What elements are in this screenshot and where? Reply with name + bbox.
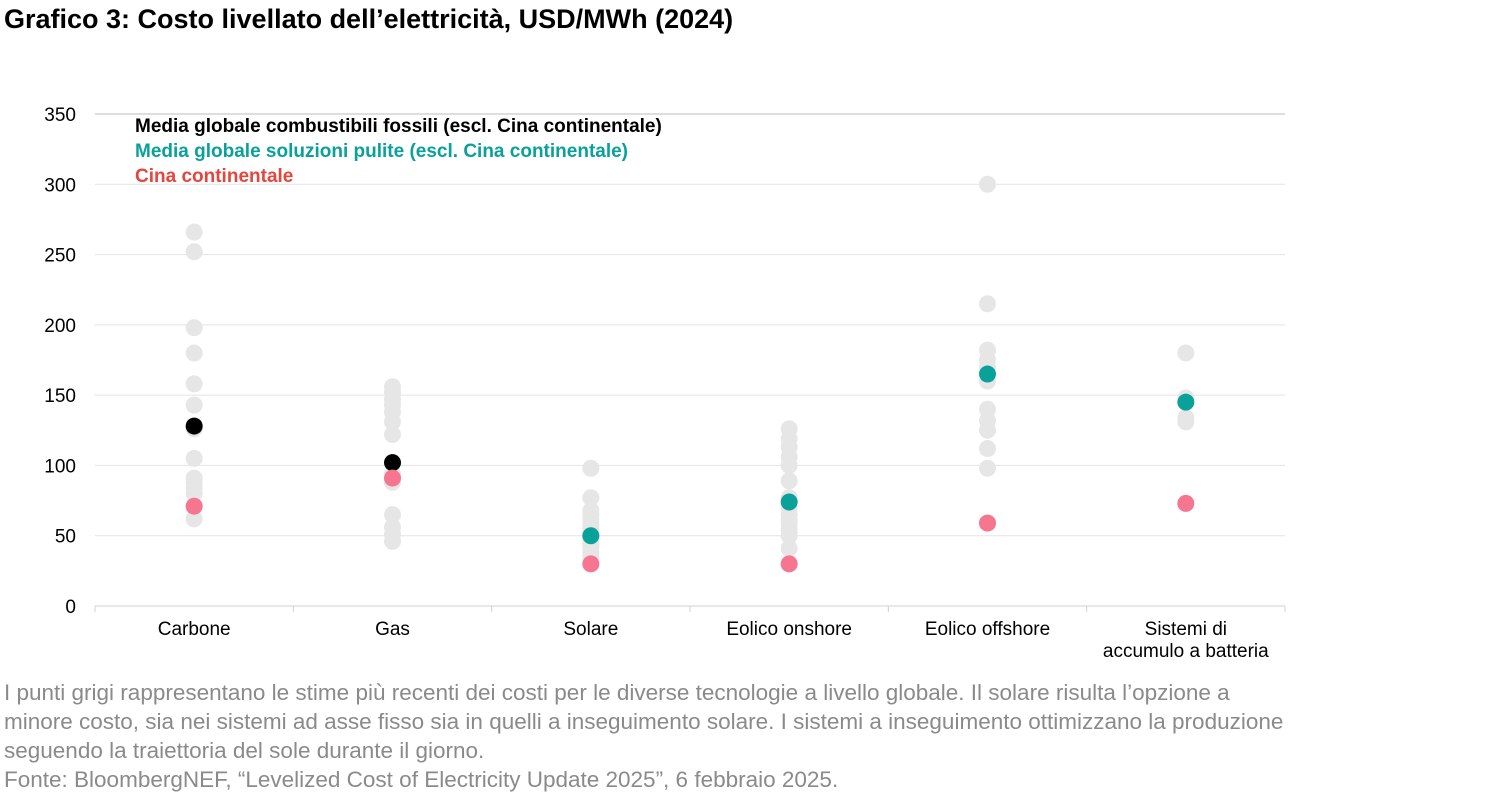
estimate-point — [185, 223, 203, 241]
y-tick-label: 100 — [44, 456, 76, 477]
axes: 0 50 100 150 200 250 300 350 Carbone Gas Solare Eol… — [44, 105, 1286, 662]
clean-average-point — [1177, 393, 1195, 411]
estimate-point — [1177, 413, 1195, 431]
y-tick-label: 350 — [44, 105, 76, 126]
estimate-point — [384, 426, 401, 444]
chart-title: Grafico 3: Costo livellato dell’elettric… — [4, 4, 734, 34]
x-tick-label: Eolico onshore — [726, 619, 852, 640]
x-tick-label: Sistemi di — [1145, 619, 1227, 640]
legend-entry-clean: Media globale soluzioni pulite (escl. Ci… — [135, 141, 628, 162]
estimate-point — [979, 295, 996, 313]
estimate-point — [185, 319, 203, 337]
caption-line: seguendo la traiettoria del sole durante… — [4, 738, 485, 763]
gridlines — [95, 113, 1285, 537]
estimate-point — [185, 375, 203, 393]
estimate-point — [185, 510, 203, 528]
y-tick-label: 250 — [44, 246, 76, 267]
chart: 0 50 100 150 200 250 300 350 Carbone Gas Solare Eol… — [44, 105, 1286, 662]
estimate-point — [384, 532, 401, 550]
estimate-point — [185, 449, 203, 467]
estimate-point — [780, 456, 798, 474]
y-tick-label: 150 — [44, 386, 76, 407]
estimate-point — [979, 175, 996, 193]
x-tick-label: Eolico offshore — [925, 619, 1050, 640]
china-point — [384, 469, 401, 487]
china-point — [1177, 494, 1195, 512]
y-tick-label: 0 — [65, 597, 76, 618]
estimate-point — [384, 413, 401, 431]
legend-entry-china: Cina continentale — [135, 166, 293, 187]
estimate-point — [979, 421, 996, 439]
estimate-point — [185, 243, 203, 261]
y-tick-label: 300 — [44, 175, 76, 196]
estimate-point — [780, 472, 798, 490]
clean-average-point — [979, 365, 996, 383]
x-tick-label: Carbone — [158, 619, 231, 640]
legend: Media globale combustibili fossili (escl… — [135, 116, 662, 187]
estimate-point — [780, 527, 798, 545]
clean-average-point — [582, 527, 600, 545]
caption: I punti grigi rappresentano le stime più… — [4, 678, 1498, 794]
fossil-average-point — [185, 417, 203, 435]
estimate-point — [185, 485, 203, 503]
clean-average-point — [780, 493, 798, 511]
estimate-point — [780, 539, 798, 557]
china-point — [979, 514, 996, 532]
estimate-point — [185, 344, 203, 362]
caption-line: I punti grigi rappresentano le stime più… — [4, 680, 1230, 705]
estimate-point — [1177, 344, 1195, 362]
estimate-point — [384, 506, 401, 524]
estimate-point — [582, 489, 600, 507]
estimate-point — [582, 459, 600, 477]
y-tick-label: 50 — [55, 527, 76, 548]
caption-source: Fonte: BloombergNEF, “Levelized Cost of … — [4, 767, 839, 792]
fossil-average-point — [384, 454, 401, 472]
x-tick-label: Solare — [563, 619, 618, 640]
estimate-point — [979, 459, 996, 477]
legend-entry-fossil: Media globale combustibili fossili (escl… — [135, 116, 662, 137]
x-tick-label: accumulo a batteria — [1103, 641, 1269, 662]
china-point — [185, 497, 203, 515]
y-tick-label: 200 — [44, 316, 76, 337]
china-point — [780, 555, 798, 573]
estimate-point — [979, 440, 996, 458]
estimate-point — [185, 396, 203, 414]
x-tick-label: Gas — [375, 619, 410, 640]
china-point — [582, 555, 600, 573]
caption-line: minore costo, sia nei sistemi ad asse fi… — [4, 709, 1284, 734]
data-points — [185, 175, 1195, 573]
